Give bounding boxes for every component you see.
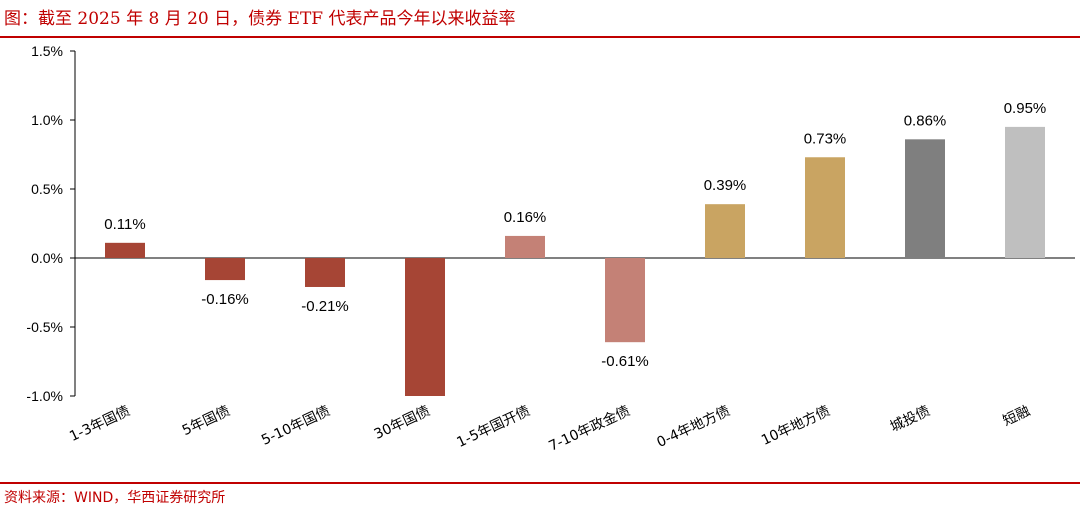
data-label: -0.61% <box>601 353 649 370</box>
category-label: 5年国债 <box>180 403 233 439</box>
category-label: 城投债 <box>888 403 933 435</box>
data-label: -0.21% <box>301 298 349 315</box>
bar-8 <box>805 157 845 258</box>
top-rule <box>0 36 1080 38</box>
data-label: 0.16% <box>504 209 547 226</box>
bar-4 <box>405 258 445 396</box>
bar-chart: 1.5% 1.0% 0.5% 0.0% -0.5% -1.0% 0.11% 1-3年国债 -0.… <box>26 43 1075 455</box>
bar-3 <box>305 258 345 287</box>
category-label: 5-10年国债 <box>259 403 333 449</box>
y-tick-label: 1.0% <box>31 112 63 128</box>
y-tick-label: 0.0% <box>31 250 63 266</box>
figure-title: 图：截至 2025 年 8 月 20 日，债券 ETF 代表产品今年以来收益率 <box>4 9 516 29</box>
category-label: 短融 <box>1001 403 1033 429</box>
category-label: 1-3年国债 <box>67 403 133 445</box>
bottom-rule <box>0 482 1080 484</box>
data-label: 0.86% <box>904 112 947 129</box>
y-tick-label: -0.5% <box>26 319 63 335</box>
category-label: 10年地方债 <box>759 403 833 449</box>
bar-7 <box>705 204 745 258</box>
bar-9 <box>905 139 945 258</box>
bar-10 <box>1005 126 1045 259</box>
data-label: 0.11% <box>104 216 145 233</box>
bar-5 <box>505 235 545 258</box>
data-label: 0.39% <box>704 177 747 194</box>
y-tick-label: 0.5% <box>31 181 63 197</box>
bar-6 <box>605 258 645 343</box>
y-tick-label: -1.0% <box>26 388 63 404</box>
data-label: -0.16% <box>201 291 249 308</box>
data-label: 0.73% <box>804 130 847 147</box>
category-label: 1-5年国开债 <box>454 403 532 451</box>
y-tick-label: 1.5% <box>31 43 63 59</box>
bar-2 <box>205 258 245 281</box>
category-label: 30年国债 <box>372 403 433 443</box>
category-label: 0-4年地方债 <box>654 403 732 451</box>
data-label: 0.95% <box>1004 100 1047 117</box>
category-label: 7-10年政金债 <box>546 403 632 455</box>
source-note: 资料来源：WIND，华西证券研究所 <box>4 490 226 506</box>
bar-1 <box>105 242 145 258</box>
